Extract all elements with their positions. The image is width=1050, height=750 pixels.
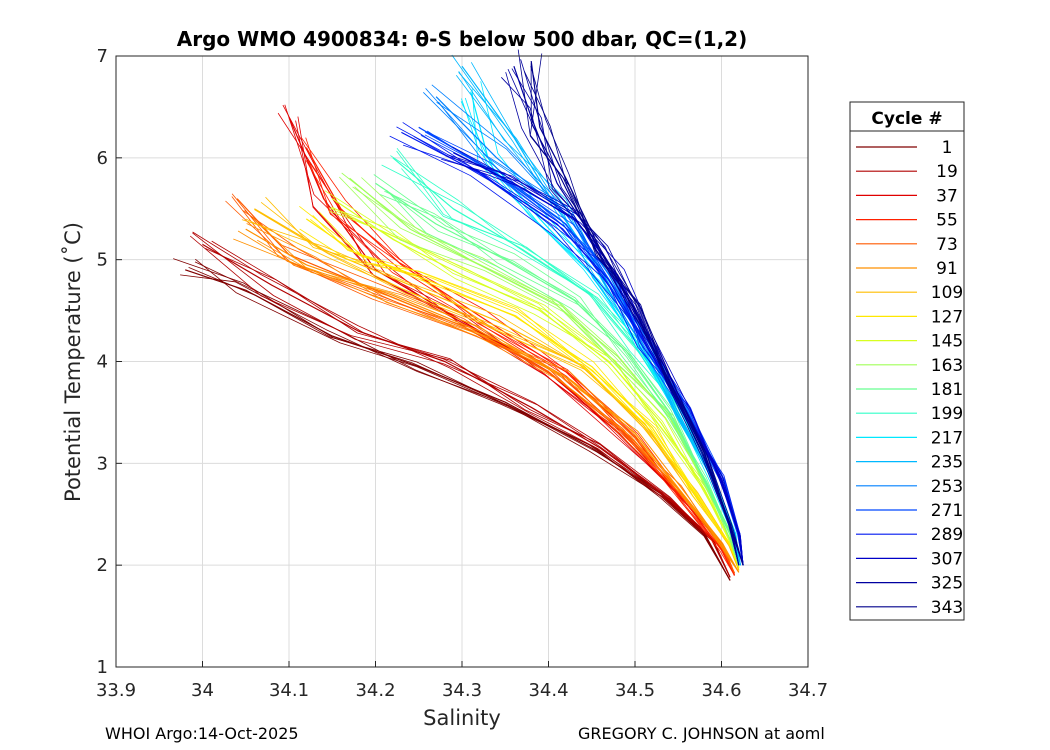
x-tick-label: 33.9	[96, 680, 136, 701]
series-profile-line	[529, 53, 744, 566]
series-profile-line	[233, 238, 740, 573]
x-tick-label: 34	[191, 680, 214, 701]
series-profile-line	[252, 217, 740, 573]
x-tick-label: 34.7	[788, 680, 828, 701]
series-profile-line	[192, 231, 731, 578]
x-axis-label: Salinity	[423, 706, 501, 730]
series-profile-line	[424, 134, 744, 566]
y-tick-label: 1	[97, 657, 108, 678]
series-profile-line	[257, 239, 740, 573]
x-tick-label: 34.5	[615, 680, 655, 701]
series-profile-line	[452, 146, 744, 566]
series-profile-line	[254, 209, 740, 571]
x-tick-label: 34.2	[355, 680, 395, 701]
legend-entry-label: 199	[931, 404, 963, 424]
series-profile-line	[389, 135, 744, 566]
legend-entry-label: 19	[936, 162, 958, 182]
legend-entry-label: 55	[936, 211, 958, 231]
series-profile-line	[331, 206, 740, 568]
legend-entry-label: 181	[931, 380, 963, 400]
series-group	[299, 205, 740, 569]
series-profile-line	[384, 190, 740, 566]
series-group	[373, 174, 740, 566]
legend-entry-label: 127	[931, 307, 963, 327]
legend-entry-label: 145	[931, 332, 963, 352]
legend-entry-label: 109	[931, 283, 963, 303]
series-profile-line	[299, 205, 740, 569]
legend-entry-label: 343	[931, 598, 963, 618]
series-group	[189, 231, 731, 578]
y-tick-label: 2	[97, 555, 108, 576]
series-layer	[173, 49, 744, 581]
series-profile-line	[530, 65, 744, 566]
x-tick-label: 34.4	[528, 680, 568, 701]
legend-entry-label: 253	[931, 477, 963, 497]
series-profile-line	[307, 159, 735, 576]
legend-entry-label: 307	[931, 549, 963, 569]
legend-entry-label: 91	[936, 259, 958, 279]
series-profile-line	[318, 211, 740, 569]
legend-entry-label: 235	[931, 453, 963, 473]
y-tick-label: 7	[97, 46, 108, 67]
legend-entry-label: 73	[936, 235, 958, 255]
legend-entry-label: 37	[936, 186, 958, 206]
footer-right-note: GREGORY C. JOHNSON at aoml	[578, 724, 825, 743]
chart-title: Argo WMO 4900834: θ-S below 500 dbar, QC…	[177, 27, 747, 51]
x-tick-label: 34.1	[269, 680, 309, 701]
series-profile-line	[244, 209, 735, 574]
y-tick-label: 5	[97, 250, 108, 271]
x-tick-label: 34.3	[442, 680, 482, 701]
legend-title: Cycle #	[871, 109, 942, 129]
series-profile-line	[524, 71, 744, 566]
legend-entries: 1 19 37 55 73 91 109 127 145 163 181 199 217 235 253 27…	[856, 138, 963, 618]
legend-entry-label: 163	[931, 356, 963, 376]
legend-entry-label: 1	[942, 138, 953, 158]
axis-ticks: 33.9 34 34.1 34.2 34.3 34.4 34.5 34.6 34.7123456…	[96, 46, 828, 701]
legend-entry-label: 271	[931, 501, 963, 521]
y-tick-label: 3	[97, 453, 108, 474]
series-profile-line	[194, 261, 731, 581]
legend-entry-label: 289	[931, 525, 963, 545]
y-tick-label: 4	[97, 352, 108, 373]
legend-entry-label: 325	[931, 574, 963, 594]
legend: Cycle # 1 19 37 55 73 91 109 127 145 163 181 199 217…	[849, 101, 965, 621]
y-axis-label: Potential Temperature (˚C)	[61, 222, 85, 502]
series-group	[517, 49, 744, 566]
y-tick-label: 6	[97, 148, 108, 169]
series-profile-line	[195, 258, 731, 581]
series-profile-line	[511, 68, 740, 566]
series-group	[233, 217, 740, 573]
series-profile-line	[211, 240, 731, 578]
series-profile-line	[460, 164, 744, 566]
x-tick-label: 34.6	[701, 680, 741, 701]
footer-left-note: WHOI Argo:14-Oct-2025	[105, 724, 299, 743]
series-profile-line	[386, 189, 740, 566]
series-profile-line	[205, 248, 731, 578]
legend-entry-label: 217	[931, 428, 963, 448]
series-profile-line	[386, 190, 740, 566]
